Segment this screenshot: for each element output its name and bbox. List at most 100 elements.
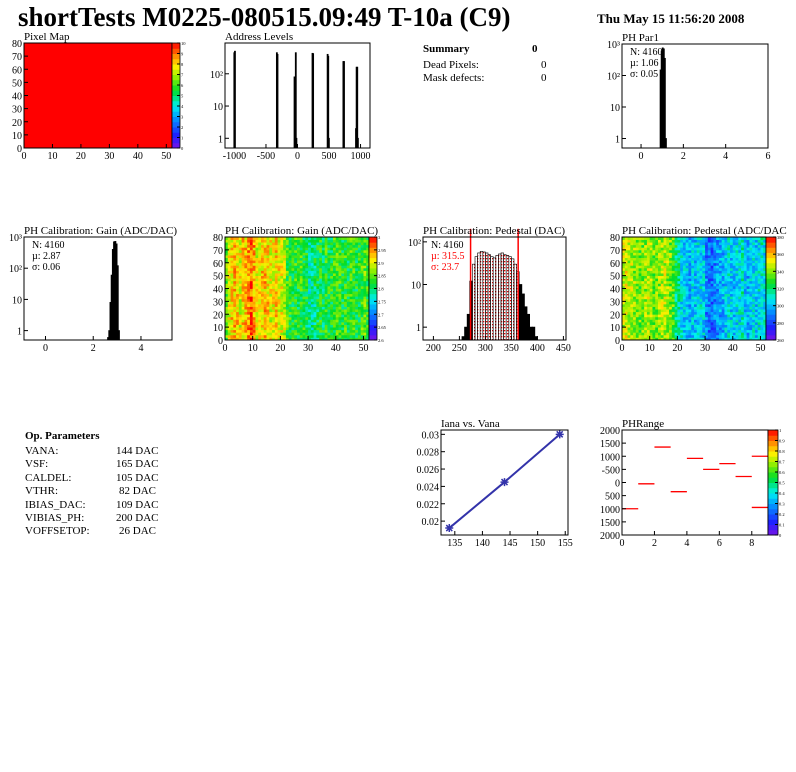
heatmap-cell xyxy=(741,296,745,300)
heatmap-cell xyxy=(641,337,645,341)
heatmap-cell xyxy=(735,283,739,287)
heatmap-cell xyxy=(272,309,276,313)
heatmap-cell xyxy=(225,260,229,264)
heatmap-cell xyxy=(249,321,254,325)
heatmap-cell xyxy=(655,237,659,240)
heatmap-cell xyxy=(752,309,756,313)
heatmap-cell xyxy=(732,293,736,297)
heatmap-cell xyxy=(344,265,348,269)
heatmap-cell xyxy=(685,311,689,315)
heatmap-cell xyxy=(261,306,265,310)
heatmap-cell xyxy=(685,270,689,274)
heatmap-cell xyxy=(757,306,761,310)
heatmap-cell xyxy=(283,321,287,325)
heatmap-cell xyxy=(346,283,351,287)
heatmap-cell xyxy=(649,244,653,248)
heatmap-cell xyxy=(724,270,728,274)
heatmap-cell xyxy=(227,319,231,323)
heatmap-cell xyxy=(671,291,676,295)
heatmap-cell xyxy=(688,321,692,325)
heatmap-cell xyxy=(261,327,265,331)
heatmap-cell xyxy=(644,260,648,264)
heatmap-cell xyxy=(696,301,700,305)
op-param-label: VSF: xyxy=(25,458,49,471)
heatmap-cell xyxy=(360,257,364,261)
heatmap-cell xyxy=(227,324,231,328)
heatmap-cell xyxy=(299,260,303,264)
heatmap-cell xyxy=(247,270,251,274)
heatmap-cell xyxy=(255,334,259,338)
heatmap-cell xyxy=(658,275,662,279)
heatmap-cell xyxy=(244,257,248,261)
heatmap-cell xyxy=(313,324,317,328)
heatmap-cell xyxy=(319,275,323,279)
heatmap-cell xyxy=(682,280,687,284)
heatmap-cell xyxy=(363,332,367,336)
heatmap-cell xyxy=(366,296,370,300)
plot-title: PH Calibration: Gain (ADC/DAC) xyxy=(225,225,378,237)
heatmap-cell xyxy=(285,244,290,248)
colorbar-cell xyxy=(369,309,377,315)
heatmap-cell xyxy=(319,321,323,325)
heatmap-cell xyxy=(730,257,734,261)
heatmap-cell xyxy=(263,242,267,246)
heatmap-cell xyxy=(269,314,273,318)
heatmap-cell xyxy=(355,285,359,289)
y-tick-label: 0.02 xyxy=(422,517,440,528)
heatmap-cell xyxy=(757,280,761,284)
heatmap-cell xyxy=(710,283,714,287)
heatmap-cell xyxy=(732,332,736,336)
heatmap-cell xyxy=(666,255,670,258)
colorbar-label: 0.6 xyxy=(779,470,785,475)
heatmap-cell xyxy=(297,298,301,302)
heatmap-cell xyxy=(713,283,717,287)
heatmap-cell xyxy=(363,337,367,341)
heatmap-cell xyxy=(641,257,645,261)
heatmap-cell xyxy=(746,275,750,279)
heatmap-cell xyxy=(261,291,265,295)
heatmap-cell xyxy=(671,260,676,264)
heatmap-cell xyxy=(252,306,256,310)
heatmap-cell xyxy=(244,260,248,264)
heatmap-cell xyxy=(266,327,270,331)
heatmap-cell xyxy=(660,298,664,302)
heatmap-cell xyxy=(624,334,628,338)
op-param-label: IBIAS_DAC: xyxy=(25,498,86,511)
heatmap-cell xyxy=(696,316,700,320)
heatmap-cell xyxy=(707,321,712,325)
colorbar-cell xyxy=(766,278,776,284)
heatmap-cell xyxy=(252,260,256,264)
heatmap-cell xyxy=(283,293,287,297)
heatmap-cell xyxy=(735,255,739,258)
heatmap-cell xyxy=(360,270,364,274)
heatmap-cell xyxy=(680,283,684,287)
heatmap-cell xyxy=(622,247,626,251)
heatmap-cell xyxy=(316,237,320,240)
heatmap-cell xyxy=(682,262,687,266)
heatmap-cell xyxy=(269,288,273,292)
heatmap-cell xyxy=(280,314,284,318)
heatmap-cell xyxy=(225,247,229,251)
heatmap-cell xyxy=(696,332,700,336)
heatmap-cell xyxy=(727,288,731,292)
heatmap-cell xyxy=(324,244,328,248)
heatmap-cell xyxy=(238,257,243,261)
heatmap-cell xyxy=(355,303,359,307)
heatmap-cell xyxy=(333,309,337,313)
colorbar-label: 2.6 xyxy=(378,338,384,343)
heatmap-cell xyxy=(652,252,656,256)
heatmap-cell xyxy=(227,270,231,274)
heatmap-cell xyxy=(649,291,653,295)
heatmap-cell xyxy=(702,319,706,323)
heatmap-cell xyxy=(352,301,356,305)
heatmap-cell xyxy=(261,309,265,313)
heatmap-cell xyxy=(277,244,281,248)
y-tick-label: 50 xyxy=(610,272,620,283)
heatmap-cell xyxy=(696,239,700,243)
heatmap-cell xyxy=(238,242,243,246)
heatmap-cell xyxy=(752,255,756,258)
histogram-bar xyxy=(495,255,499,341)
heatmap-cell xyxy=(294,303,298,307)
heatmap-cell xyxy=(366,301,370,305)
heatmap-cell xyxy=(666,301,670,305)
